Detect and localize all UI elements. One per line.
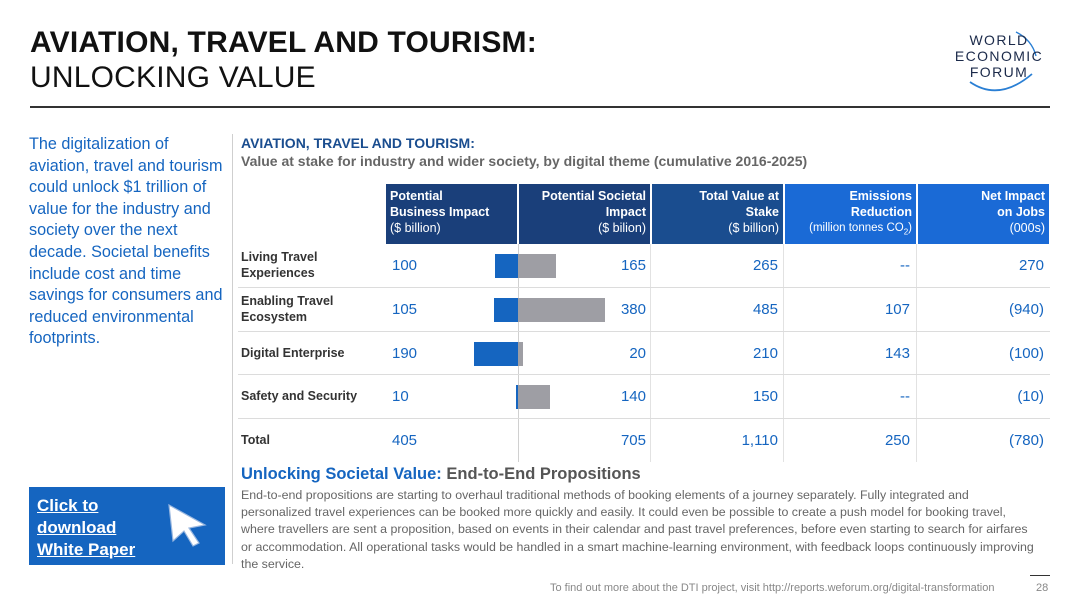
logo-line-2: ECONOMIC — [954, 48, 1044, 64]
societal-value: 380 — [620, 301, 646, 318]
section-title-rest: End-to-End Propositions — [446, 465, 641, 483]
column-separator — [650, 244, 651, 462]
logo-line-3: FORUM — [969, 64, 1029, 80]
header-unit: (million tonnes CO2) — [809, 222, 912, 237]
header-unit: ($ bilion) — [598, 221, 646, 235]
business-value: 10 — [392, 388, 409, 405]
societal-impact-bar — [518, 342, 523, 366]
section-title-lead: Unlocking Societal Value: — [241, 465, 442, 483]
header-label: Potential Business Impact — [390, 189, 490, 219]
logo-line-1: WORLD — [969, 32, 1029, 48]
emissions-value: 107 — [884, 301, 910, 318]
societal-value: 705 — [620, 432, 646, 449]
societal-impact-bar — [518, 385, 551, 409]
intro-text: The digitalization of aviation, travel a… — [29, 135, 223, 348]
header-unit: ($ billion) — [390, 221, 441, 235]
row-divider — [238, 374, 1050, 375]
wef-logo: WORLD ECONOMIC FORUM — [946, 30, 1052, 96]
download-white-paper-button[interactable]: Click to download White Paper — [29, 487, 225, 565]
download-link[interactable]: Click to download White Paper — [37, 496, 136, 559]
societal-value: 140 — [620, 388, 646, 405]
societal-impact-bar — [518, 254, 556, 278]
page-number: 28 — [1036, 582, 1049, 594]
total-value: 1,110 — [741, 432, 778, 449]
row-divider — [238, 331, 1050, 332]
page-title-line1: AVIATION, TRAVEL AND TOURISM: — [30, 26, 537, 59]
title-divider — [30, 106, 1050, 108]
total-value: 150 — [752, 388, 778, 405]
page-number-rule — [1030, 575, 1050, 576]
societal-value: 165 — [620, 257, 646, 274]
logo-arc-icon — [969, 31, 1037, 92]
row-label: Digital Enterprise — [241, 346, 345, 360]
row-label: Total — [241, 433, 270, 447]
header-unit: ($ billion) — [728, 221, 779, 235]
table-title: AVIATION, TRAVEL AND TOURISM: — [241, 135, 475, 151]
row-label: Enabling Travel Ecosystem — [241, 294, 334, 324]
jobs-value: (780) — [1008, 432, 1044, 449]
section-body: End-to-end propositions are starting to … — [241, 488, 1034, 571]
header-label: Total Value at Stake — [699, 189, 779, 219]
cursor-arrow-icon — [168, 503, 207, 547]
row-divider — [238, 287, 1050, 288]
total-value: 485 — [752, 301, 778, 318]
header-total-value: Total Value at Stake ($ billion) — [652, 184, 783, 244]
column-separator — [783, 244, 784, 462]
table-row: Living Travel Experiences 100 165 265 --… — [238, 244, 1050, 288]
row-label: Living Travel Experiences — [241, 250, 318, 280]
business-impact-bar — [495, 254, 518, 278]
total-value: 210 — [752, 345, 778, 362]
business-impact-bar — [474, 342, 518, 366]
emissions-value: -- — [900, 388, 910, 405]
header-unit: (000s) — [1009, 221, 1045, 235]
row-divider — [238, 418, 1050, 419]
header-societal-impact: Potential Societal Impact ($ bilion) — [519, 184, 650, 244]
table-row: Enabling Travel Ecosystem 105 380 485 10… — [238, 288, 1050, 332]
jobs-value: (100) — [1008, 345, 1044, 362]
page-title-line2: UNLOCKING VALUE — [30, 61, 316, 94]
total-value: 265 — [752, 257, 778, 274]
business-value: 190 — [392, 345, 418, 362]
business-value: 105 — [392, 301, 418, 318]
table-row-total: Total 405 705 1,110 250 (780) — [238, 419, 1050, 463]
jobs-value: 270 — [1018, 257, 1044, 274]
societal-value: 20 — [629, 345, 646, 362]
table-row: Safety and Security 10 140 150 -- (10) — [238, 375, 1050, 419]
header-label: Potential Societal Impact — [541, 189, 646, 219]
business-value: 100 — [392, 257, 418, 274]
jobs-value: (940) — [1008, 301, 1044, 318]
jobs-value: (10) — [1017, 388, 1044, 405]
section-title: Unlocking Societal Value: End-to-End Pro… — [241, 465, 641, 484]
business-impact-bar — [515, 385, 518, 409]
header-label: Emissions Reduction — [849, 189, 912, 219]
table-row: Digital Enterprise 190 20 210 143 (100) — [238, 332, 1050, 376]
vertical-divider — [232, 134, 233, 564]
societal-impact-bar — [518, 298, 606, 322]
emissions-value: 250 — [884, 432, 910, 449]
column-separator — [916, 244, 917, 462]
header-label: Net Impact on Jobs — [981, 189, 1045, 219]
table-subtitle: Value at stake for industry and wider so… — [241, 153, 808, 169]
emissions-value: 143 — [884, 345, 910, 362]
header-business-impact: Potential Business Impact ($ billion) — [386, 184, 517, 244]
header-jobs: Net Impact on Jobs (000s) — [918, 184, 1049, 244]
header-emissions: Emissions Reduction (million tonnes CO2) — [785, 184, 916, 244]
business-impact-bar — [493, 298, 518, 322]
business-value: 405 — [392, 432, 418, 449]
row-label: Safety and Security — [241, 389, 358, 403]
footer-text: To find out more about the DTI project, … — [550, 582, 995, 594]
emissions-value: -- — [900, 257, 910, 274]
